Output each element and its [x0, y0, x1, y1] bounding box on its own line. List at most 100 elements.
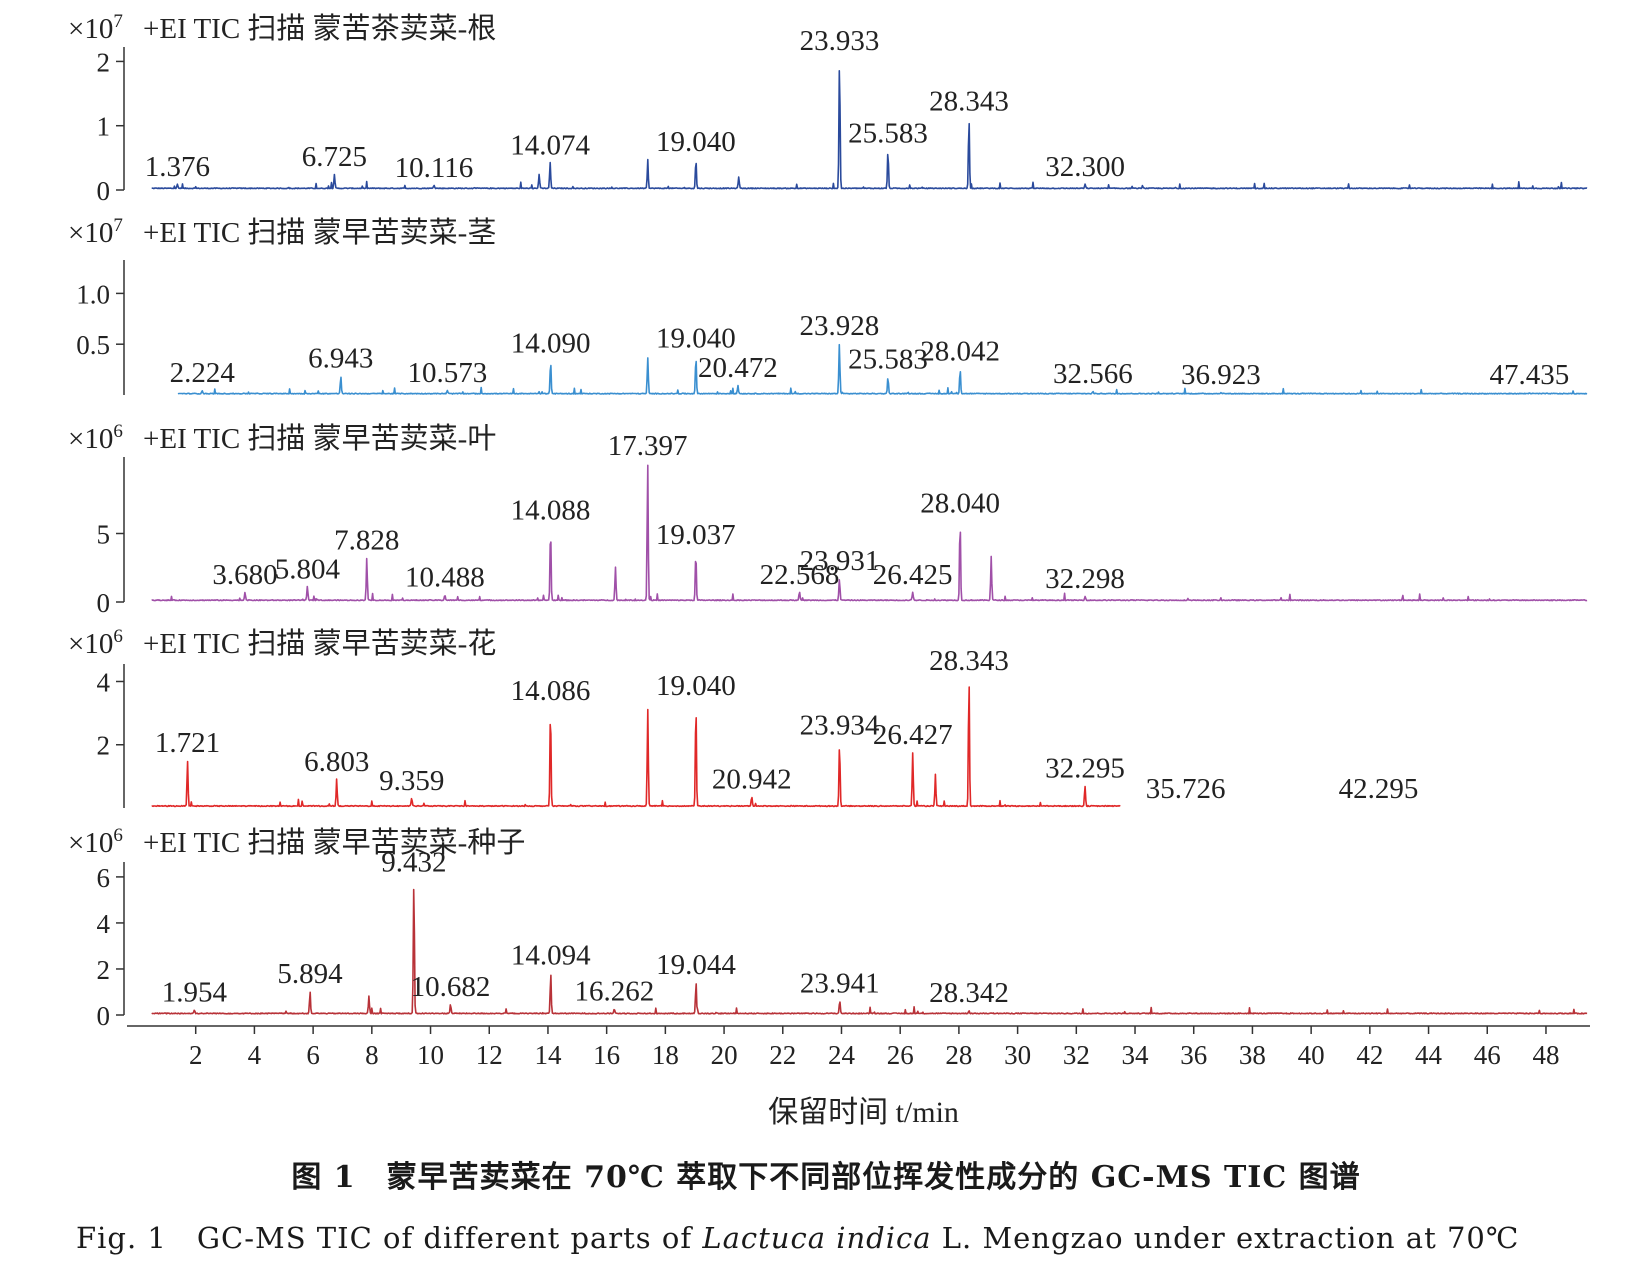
panel-4-scale: ×106: [68, 626, 123, 660]
panel-1-tic-trace: [151, 70, 1588, 190]
panel-5-y-tick-label: 6: [97, 863, 111, 893]
panel-5-peak-label: 23.941: [800, 967, 880, 999]
x-tick-label: 46: [1474, 1040, 1501, 1070]
figure-caption-english: Fig. 1 GC-MS TIC of different parts of L…: [76, 1215, 1519, 1257]
panel-4-y-tick-label: 4: [97, 667, 111, 697]
panel-2-peak-label: 28.042: [920, 336, 1000, 368]
panel-1-peak-label: 28.343: [929, 86, 1009, 118]
panel-2-peak-label: 32.566: [1053, 358, 1133, 390]
panel-5-y-tick-label: 4: [97, 909, 111, 939]
panel-3: ×106 +EI TIC 扫描 蒙早苦荬菜-叶053.6805.8047.8281…: [68, 421, 1588, 618]
panel-3-peak-label: 14.088: [511, 494, 591, 526]
panel-5-peak-label: 1.954: [162, 977, 228, 1009]
panel-4-peak-label: 35.726: [1146, 773, 1226, 805]
x-tick-label: 26: [887, 1040, 914, 1070]
panel-2-peak-label: 19.040: [656, 322, 736, 354]
panel-3-peak-label: 5.804: [275, 553, 341, 585]
panel-5-peak-label: 10.682: [411, 971, 491, 1003]
panel-1-y-tick-label: 1: [97, 112, 111, 142]
panel-1-peak-label: 23.933: [800, 25, 880, 57]
x-tick-label: 30: [1004, 1040, 1031, 1070]
panel-5-peak-label: 28.342: [929, 977, 1009, 1009]
x-tick-label: 34: [1122, 1040, 1150, 1070]
panel-3-peak-label: 3.680: [212, 559, 277, 591]
panel-2-peak-label: 20.472: [698, 352, 778, 384]
x-tick-label: 8: [365, 1040, 379, 1070]
panel-2-peak-label: 36.923: [1181, 359, 1261, 391]
x-tick-label: 18: [652, 1040, 679, 1070]
panel-2-peak-label: 47.435: [1490, 359, 1570, 391]
panel-2-peak-label: 6.943: [308, 343, 373, 375]
x-tick-label: 36: [1180, 1040, 1207, 1070]
panel-5-tic-trace: [151, 888, 1588, 1015]
panel-4-peak-label: 6.803: [304, 746, 369, 778]
panel-3-peak-label: 32.298: [1045, 563, 1125, 595]
panel-3-tic-trace: [151, 464, 1588, 602]
x-tick-label: 24: [828, 1040, 856, 1070]
panel-2-title: +EI TIC 扫描 蒙早苦荬菜-茎: [143, 216, 496, 249]
panel-1-peak-label: 1.376: [145, 151, 210, 183]
panel-5-y-tick-label: 0: [97, 1001, 111, 1031]
x-tick-label: 6: [306, 1040, 320, 1070]
panel-2-peak-label: 2.224: [170, 357, 236, 389]
panel-1-peak-label: 10.116: [395, 152, 474, 184]
panel-3-peak-label: 28.040: [920, 488, 1000, 520]
panel-4-peak-label: 9.359: [379, 765, 444, 797]
x-tick-label: 14: [534, 1040, 562, 1070]
panel-5-peak-label: 9.432: [381, 847, 446, 879]
panel-2: ×107 +EI TIC 扫描 蒙早苦荬菜-茎 0.5 1.0 2.224 6.943 10…: [68, 215, 1588, 395]
panel-2-peak-label: 14.090: [511, 327, 591, 359]
x-tick-label: 20: [711, 1040, 738, 1070]
panel-1-peak-label: 14.074: [510, 129, 590, 161]
panel-1-scale: ×107: [68, 11, 123, 45]
x-tick-label: 42: [1356, 1040, 1383, 1070]
x-tick-label: 2: [189, 1040, 203, 1070]
panel-5-title: +EI TIC 扫描 蒙早苦荬菜-种子: [143, 826, 525, 859]
panel-3-peak-label: 7.828: [334, 525, 399, 557]
caption-en-suffix: L. Mengzao under extraction at 70℃: [931, 1221, 1520, 1255]
panel-1-peak-label: 19.040: [656, 126, 736, 158]
panel-5-scale: ×106: [68, 825, 123, 859]
panel-2-peak-label: 25.583: [848, 344, 928, 376]
x-tick-label: 16: [593, 1040, 620, 1070]
caption-en-prefix: Fig. 1 GC-MS TIC of different parts of: [76, 1221, 703, 1255]
panel-1-peak-label: 25.583: [848, 118, 928, 150]
panel-2-tic-trace: [177, 343, 1588, 395]
panel-4-peak-label: 19.040: [656, 670, 736, 702]
x-tick-label: 48: [1532, 1040, 1559, 1070]
panel-4-peak-label: 1.721: [155, 727, 220, 759]
panel-2-peak-label: 10.573: [407, 357, 487, 389]
panel-1-y-tick-label: 2: [97, 47, 111, 77]
panel-5-y-tick-label: 2: [97, 955, 111, 985]
panel-4-peak-label: 32.295: [1045, 752, 1125, 784]
panel-3-peak-label: 17.397: [608, 430, 688, 462]
panel-4-title: +EI TIC 扫描 蒙早苦荬菜-花: [143, 627, 496, 660]
panel-2-scale: ×107: [68, 215, 123, 249]
panel-3-scale: ×106: [68, 421, 123, 455]
x-tick-label: 44: [1415, 1040, 1443, 1070]
panel-3-peak-label: 19.037: [656, 519, 736, 551]
panel-1-y-tick-label: 0: [97, 176, 111, 206]
panel-3-title: +EI TIC 扫描 蒙早苦荬菜-叶: [143, 422, 496, 455]
panel-4: ×106 +EI TIC 扫描 蒙早苦荬菜-花 2 4 1.721 6.803 9.359 1…: [68, 626, 1418, 808]
x-tick-label: 4: [248, 1040, 262, 1070]
panel-2-y-tick-label: 1.0: [76, 279, 110, 309]
x-tick-label: 38: [1239, 1040, 1266, 1070]
panel-3-peak-label: 22.568: [760, 559, 840, 591]
panel-3-y-tick-label: 0: [97, 588, 111, 618]
x-tick-label: 40: [1298, 1040, 1325, 1070]
panel-4-peak-label: 14.086: [511, 675, 591, 707]
panel-5-peak-label: 19.044: [656, 949, 736, 981]
panel-4-tic-trace: [151, 686, 1121, 808]
panel-4-peak-label: 23.934: [800, 710, 880, 742]
x-axis-label: 保留时间 t/min: [768, 1096, 959, 1129]
panel-2-y-tick-label: 0.5: [76, 330, 110, 360]
x-tick-label: 10: [417, 1040, 444, 1070]
x-tick-label: 28: [945, 1040, 972, 1070]
panel-4-peak-label: 42.295: [1339, 773, 1419, 805]
x-axis: 2 4 6 8 10 12 14 16 18 20 22 24 26 28 30 32 34 36 38 40 42 44…: [127, 1025, 1590, 1129]
panel-3-peak-label: 10.488: [405, 562, 485, 594]
panel-1-peak-label: 32.300: [1045, 151, 1125, 183]
panel-5-peak-label: 5.894: [277, 958, 343, 990]
